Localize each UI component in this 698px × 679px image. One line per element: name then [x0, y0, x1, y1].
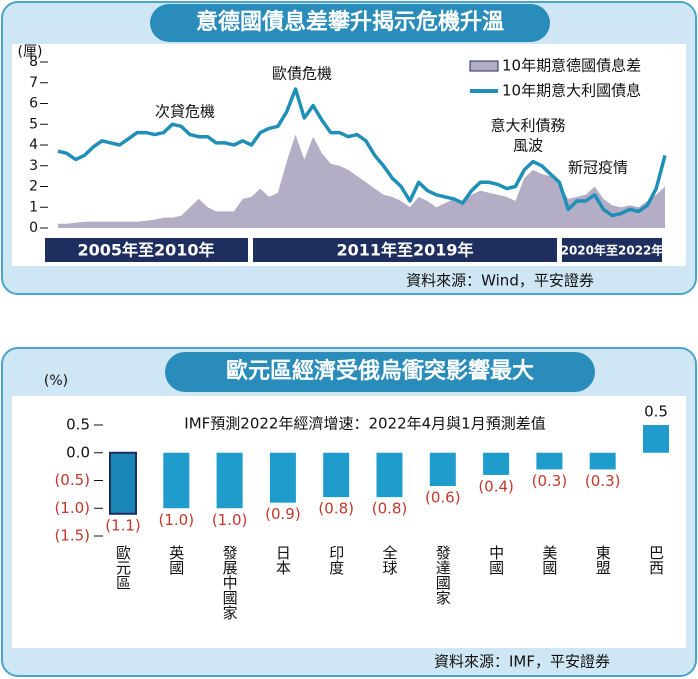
value-label: (1.1): [105, 516, 141, 534]
bar: [429, 452, 456, 487]
plot-bg: [12, 44, 686, 266]
y-tick-label: 2: [29, 179, 38, 195]
x-tick-label: 發展中國家: [221, 545, 239, 620]
bar: [536, 452, 563, 470]
bar: [269, 452, 296, 503]
value-label: (0.3): [532, 472, 568, 490]
value-label: (0.4): [478, 477, 514, 495]
banner: [150, 4, 550, 42]
y-tick-label: (1.5): [54, 527, 90, 545]
annotation: 風波: [513, 137, 543, 155]
y-tick-label: 6: [29, 96, 38, 112]
bar: [643, 425, 669, 453]
x-tick-label: 東盟: [594, 545, 612, 575]
area: [58, 134, 665, 228]
subtitle: IMF預測2022年經濟增速：2022年4月與1月預測差值: [184, 415, 545, 433]
y-tick-label: 7: [29, 75, 38, 91]
value-label: (1.0): [159, 511, 195, 529]
chart-title: 歐元區經濟受俄烏衝突影響最大: [226, 358, 534, 384]
y-label: (厘): [18, 44, 43, 60]
x-tick-label: 日本: [274, 545, 292, 575]
y-tick-label: (0.5): [54, 471, 90, 489]
y-tick-label: 8: [29, 54, 38, 70]
y-tick-label: (1.0): [54, 499, 90, 517]
value-label: 0.5: [644, 403, 668, 421]
x-tick-label: 發達國家: [434, 545, 452, 605]
period-band: [45, 238, 248, 262]
period-label: 2020年至2022年: [561, 243, 664, 258]
bar: [483, 452, 510, 475]
annotation: 意大利債務: [490, 117, 565, 135]
period-label: 2005年至2010年: [77, 241, 214, 260]
x-tick-label: 美國: [540, 545, 558, 575]
bar: [376, 452, 403, 498]
x-tick-label: 英國: [167, 544, 185, 575]
annotation: 次貸危機: [155, 103, 215, 121]
bar: [163, 452, 190, 509]
y-tick-label: 5: [29, 116, 38, 132]
value-label: (0.3): [585, 472, 621, 490]
plot-bg: [12, 396, 686, 648]
value-label: (0.9): [265, 505, 301, 523]
x-tick-label: 印度: [327, 545, 345, 575]
y-tick-label: 3: [29, 158, 38, 174]
y-tick-label: 4: [29, 137, 38, 153]
line: [57, 87, 667, 218]
x-tick-label: 中國: [487, 545, 505, 575]
x-tick-label: 歐元區: [114, 545, 132, 590]
bar: [216, 452, 243, 509]
source: 資料來源：IMF，平安證券: [434, 653, 610, 671]
legend-label: 10年期意德國債息差: [502, 57, 641, 75]
annotation: 新冠疫情: [568, 159, 628, 177]
value-label: (0.6): [425, 489, 461, 507]
y-tick-label: 0: [29, 220, 38, 236]
y-tick-label: 1: [29, 199, 38, 215]
period-band: [253, 238, 557, 262]
bar: [589, 452, 616, 470]
x-tick-label: 全球: [381, 544, 399, 575]
annotation: 歐債危機: [272, 65, 332, 83]
legend-swatch: [469, 60, 499, 72]
value-label: (1.0): [212, 511, 248, 529]
period-label: 2011年至2019年: [336, 241, 473, 260]
period-band: [562, 238, 662, 262]
chart-title: 意德國債息差攀升揭示危機升溫: [196, 9, 504, 35]
banner: [165, 352, 595, 392]
legend-label: 10年期意大利國債息: [502, 82, 641, 100]
bar: [323, 452, 350, 498]
y-tick-label: 0.5: [66, 416, 90, 434]
y-label: (%): [44, 373, 68, 389]
value-label: (0.8): [318, 500, 354, 518]
value-label: (0.8): [372, 500, 408, 518]
source: 資料來源：Wind，平安證券: [406, 272, 594, 290]
y-tick-label: 0.0: [66, 443, 90, 461]
bar: [109, 451, 137, 515]
x-tick-label: 巴西: [647, 545, 665, 575]
